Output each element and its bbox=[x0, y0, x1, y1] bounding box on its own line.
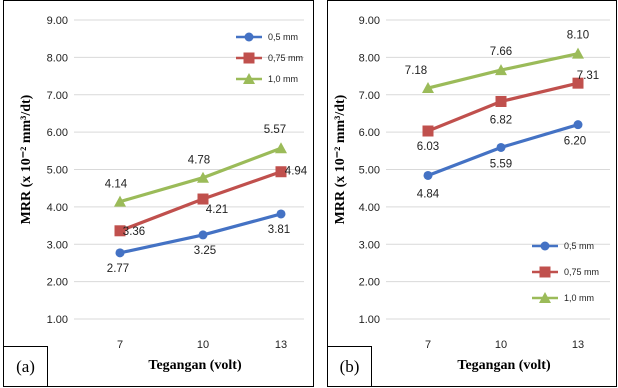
data-label-b-2-1: 7.66 bbox=[490, 46, 512, 58]
y-tick-label-b-6: 7.00 bbox=[359, 90, 380, 102]
point-a-1-0 bbox=[114, 225, 126, 237]
y-tick-label-b-7: 8.00 bbox=[359, 52, 380, 64]
y-tick-label-a-6: 7.00 bbox=[47, 90, 68, 102]
y-tick-label-b-2: 3.00 bbox=[359, 239, 380, 251]
point-b-1-2 bbox=[572, 77, 584, 89]
legend-label-b-2: 1,0 mm bbox=[564, 293, 594, 303]
y-tick-label-b-1: 2.00 bbox=[359, 277, 380, 289]
y-tick-label-a-2: 3.00 bbox=[47, 239, 68, 251]
y-tick-label-b-4: 5.00 bbox=[359, 165, 380, 177]
x-axis-title-b: Tegangan (volt) bbox=[457, 358, 551, 373]
x-tick-label-b-0: 7 bbox=[425, 339, 431, 351]
data-label-a-1-1: 4.21 bbox=[206, 204, 228, 216]
x-tick-label-b-2: 13 bbox=[572, 339, 584, 351]
chart-a-svg: 1.00 2.00 3.00 4.00 5.00 6.00 7.00 8.00 9.00 7 10 1… bbox=[19, 15, 308, 373]
chart-panel-b: 1.00 2.00 3.00 4.00 5.00 6.00 7.00 8.00 9.00 7 10 1… bbox=[327, 0, 617, 387]
point-b-0-0 bbox=[423, 170, 433, 180]
point-b-2-2 bbox=[572, 47, 584, 59]
data-label-b-0-2: 6.20 bbox=[564, 136, 586, 148]
data-label-b-1-0: 6.03 bbox=[417, 141, 439, 153]
chart-panel-a: 1.00 2.00 3.00 4.00 5.00 6.00 7.00 8.00 9.00 7 10 1… bbox=[3, 0, 314, 387]
point-a-1-1 bbox=[197, 193, 209, 205]
data-label-a-2-1: 4.78 bbox=[188, 155, 210, 167]
data-label-b-2-2: 8.10 bbox=[567, 30, 589, 42]
point-a-0-1 bbox=[198, 230, 208, 240]
legend-marker-a-2 bbox=[243, 73, 255, 84]
point-a-0-0 bbox=[115, 248, 125, 258]
legend-marker-b-0 bbox=[540, 241, 550, 251]
panel-label-a: (a) bbox=[4, 346, 48, 386]
point-a-2-0 bbox=[114, 195, 126, 207]
point-b-1-1 bbox=[495, 95, 507, 107]
point-b-2-1 bbox=[495, 64, 507, 76]
y-tick-label-a-7: 8.00 bbox=[47, 52, 68, 64]
data-label-a-0-0: 2.77 bbox=[107, 263, 129, 275]
x-tick-label-a-0: 7 bbox=[117, 339, 123, 351]
data-label-b-2-0: 7.18 bbox=[405, 65, 427, 77]
y-tick-label-a-1: 2.00 bbox=[47, 277, 68, 289]
legend-label-b-0: 0,5 mm bbox=[564, 241, 594, 251]
x-tick-label-a-1: 10 bbox=[197, 339, 209, 351]
y-tick-label-a-3: 4.00 bbox=[47, 202, 68, 214]
x-tick-label-b-1: 10 bbox=[495, 339, 507, 351]
point-b-1-0 bbox=[422, 125, 434, 137]
point-a-2-1 bbox=[197, 171, 209, 183]
y-tick-label-b-3: 4.00 bbox=[359, 202, 380, 214]
point-a-1-2 bbox=[275, 166, 287, 178]
data-label-a-2-2: 5.57 bbox=[264, 124, 286, 136]
y-axis-title-a: MRR (x 10⁻² mm³/dt) bbox=[19, 94, 34, 224]
data-label-b-1-2: 7.31 bbox=[577, 70, 599, 82]
y-tick-label-b-8: 9.00 bbox=[359, 15, 380, 27]
legend-marker-a-0 bbox=[244, 32, 254, 42]
legend-label-a-2: 1,0 mm bbox=[268, 74, 298, 84]
point-a-2-2 bbox=[275, 142, 287, 154]
data-label-b-1-1: 6.82 bbox=[490, 114, 512, 126]
y-tick-label-a-8: 9.00 bbox=[47, 15, 68, 27]
legend-marker-b-1 bbox=[539, 266, 551, 278]
data-label-b-0-1: 5.59 bbox=[490, 158, 512, 170]
point-b-2-0 bbox=[422, 82, 434, 94]
legend-label-b-1: 0,75 mm bbox=[564, 267, 599, 277]
point-b-0-2 bbox=[573, 120, 583, 130]
data-label-a-1-2: 4.94 bbox=[285, 166, 308, 178]
y-tick-label-b-0: 1.00 bbox=[359, 314, 380, 326]
y-tick-label-a-5: 6.00 bbox=[47, 127, 68, 139]
point-a-0-2 bbox=[276, 209, 286, 219]
data-label-b-0-0: 4.84 bbox=[417, 188, 440, 200]
point-b-0-1 bbox=[496, 142, 506, 152]
legend-label-a-0: 0,5 mm bbox=[268, 32, 298, 42]
data-label-a-2-0: 4.14 bbox=[105, 179, 128, 191]
y-tick-label-b-5: 6.00 bbox=[359, 127, 380, 139]
y-tick-label-a-4: 5.00 bbox=[47, 165, 68, 177]
legend-marker-b-2 bbox=[539, 292, 551, 303]
legend-label-a-1: 0,75 mm bbox=[268, 53, 303, 63]
y-axis-title-b: MRR (x 10⁻² mm³/dt) bbox=[333, 94, 348, 224]
legend-marker-a-1 bbox=[243, 52, 255, 64]
panel-label-b: (b) bbox=[328, 346, 372, 386]
x-axis-title-a: Tegangan (volt) bbox=[148, 358, 242, 373]
data-label-a-0-1: 3.25 bbox=[194, 245, 216, 257]
chart-b-svg: 1.00 2.00 3.00 4.00 5.00 6.00 7.00 8.00 9.00 7 10 1… bbox=[333, 15, 610, 373]
y-tick-label-a-0: 1.00 bbox=[47, 314, 68, 326]
x-tick-label-a-2: 13 bbox=[275, 339, 287, 351]
data-label-a-1-0: 3.36 bbox=[123, 226, 145, 238]
data-label-a-0-2: 3.81 bbox=[268, 224, 290, 236]
